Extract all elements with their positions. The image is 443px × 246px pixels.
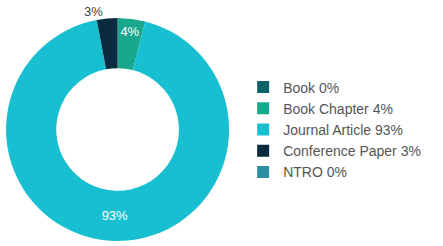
svg-text:NTRO 0%: NTRO 0% xyxy=(283,164,347,180)
svg-text:93%: 93% xyxy=(102,208,128,223)
svg-text:Book Chapter 4%: Book Chapter 4% xyxy=(283,101,393,117)
svg-text:4%: 4% xyxy=(120,24,139,39)
svg-text:Conference Paper 3%: Conference Paper 3% xyxy=(283,143,421,159)
svg-text:3%: 3% xyxy=(84,4,103,19)
svg-text:Book 0%: Book 0% xyxy=(283,80,339,96)
svg-text:Journal Article 93%: Journal Article 93% xyxy=(283,122,403,138)
